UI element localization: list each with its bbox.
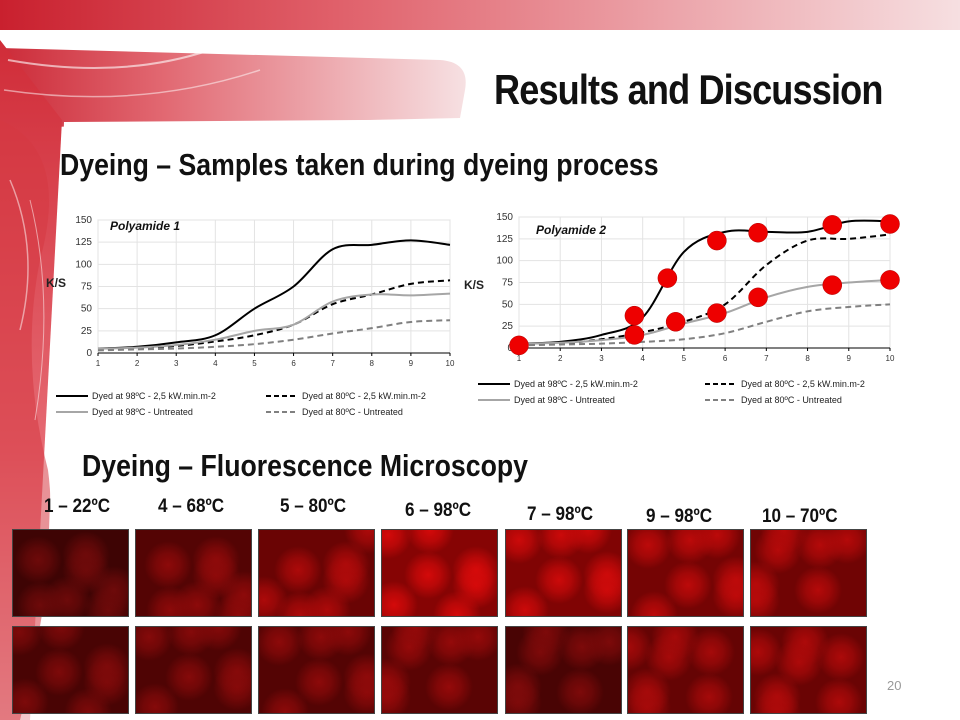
x-tick-label: 4 bbox=[213, 359, 218, 368]
sample-marker bbox=[707, 230, 727, 251]
sample-marker bbox=[880, 270, 900, 290]
y-tick-label: 75 bbox=[502, 278, 514, 289]
legend-entry: Dyed at 98ºC - 2,5 kW.min.m-2 bbox=[92, 391, 216, 401]
sample-marker bbox=[624, 325, 645, 345]
y-tick-label: 125 bbox=[75, 237, 92, 248]
microscopy-image bbox=[627, 529, 744, 617]
section-heading-dyeing: Dyeing – Samples taken during dyeing pro… bbox=[60, 147, 659, 182]
y-tick-label: 150 bbox=[496, 212, 513, 223]
series-line-3 bbox=[97, 292, 451, 350]
y-axis-label: K/S bbox=[46, 276, 66, 290]
microscopy-label: 7 – 98ºC bbox=[527, 504, 594, 525]
x-tick-label: 5 bbox=[682, 354, 687, 363]
y-tick-label: 25 bbox=[81, 326, 93, 337]
chart-annotation: Polyamide 1 bbox=[110, 219, 180, 233]
x-tick-label: 8 bbox=[805, 354, 810, 363]
sample-marker bbox=[822, 275, 843, 295]
y-tick-label: 50 bbox=[502, 299, 514, 310]
x-tick-label: 2 bbox=[558, 354, 563, 363]
chart-annotation: Polyamide 2 bbox=[536, 223, 606, 237]
legend-entry: Dyed at 98ºC - Untreated bbox=[514, 395, 615, 405]
y-tick-label: 100 bbox=[75, 259, 92, 270]
series-line-1 bbox=[97, 239, 451, 350]
legend-entry: Dyed at 80ºC - Untreated bbox=[741, 395, 842, 405]
microscopy-image bbox=[135, 626, 252, 714]
y-tick-label: 100 bbox=[496, 256, 513, 267]
x-tick-label: 6 bbox=[291, 359, 296, 368]
x-tick-label: 7 bbox=[764, 354, 769, 363]
x-tick-label: 10 bbox=[446, 359, 455, 368]
legend-entry: Dyed at 80ºC - Untreated bbox=[302, 407, 403, 417]
microscopy-label: 5 – 80ºC bbox=[280, 496, 347, 517]
microscopy-image bbox=[505, 529, 622, 617]
microscopy-label: 4 – 68ºC bbox=[158, 496, 225, 517]
legend-entry: Dyed at 98ºC - Untreated bbox=[92, 407, 193, 417]
x-tick-label: 4 bbox=[640, 354, 645, 363]
y-tick-label: 0 bbox=[86, 348, 92, 359]
x-tick-label: 2 bbox=[135, 359, 140, 368]
legend-entry: Dyed at 80ºC - 2,5 kW.min.m-2 bbox=[741, 379, 865, 389]
sample-marker bbox=[880, 214, 900, 234]
microscopy-image bbox=[12, 626, 129, 714]
y-axis-label: K/S bbox=[464, 278, 484, 292]
microscopy-image bbox=[750, 626, 867, 714]
series-line-2 bbox=[97, 279, 451, 350]
microscopy-image bbox=[258, 529, 375, 617]
microscopy-image bbox=[381, 529, 498, 617]
microscopy-image bbox=[627, 626, 744, 714]
page-number: 20 bbox=[887, 678, 902, 693]
sample-marker bbox=[509, 335, 529, 356]
microscopy-image bbox=[12, 529, 129, 617]
chart-polyamide-2: 025507510012515012345678910K/SPolyamide … bbox=[464, 212, 900, 405]
x-tick-label: 6 bbox=[723, 354, 728, 363]
y-tick-label: 50 bbox=[81, 304, 93, 315]
slide-title: Results and Discussion bbox=[494, 66, 883, 113]
y-tick-label: 125 bbox=[496, 234, 513, 245]
x-tick-label: 9 bbox=[409, 359, 414, 368]
series-line-4 bbox=[97, 319, 451, 352]
x-tick-label: 8 bbox=[370, 359, 375, 368]
microscopy-image bbox=[505, 626, 622, 714]
x-tick-label: 3 bbox=[174, 359, 179, 368]
x-tick-label: 5 bbox=[252, 359, 257, 368]
microscopy-label: 9 – 98ºC bbox=[646, 506, 713, 527]
x-tick-label: 1 bbox=[517, 354, 522, 363]
microscopy-label: 10 – 70ºC bbox=[762, 506, 838, 527]
x-tick-label: 10 bbox=[886, 354, 895, 363]
sample-marker bbox=[707, 303, 727, 323]
sample-marker bbox=[657, 268, 678, 288]
sample-marker bbox=[748, 222, 768, 243]
microscopy-image bbox=[258, 626, 375, 714]
sample-marker bbox=[665, 312, 686, 332]
sample-marker bbox=[748, 287, 768, 308]
x-tick-label: 1 bbox=[96, 359, 101, 368]
y-tick-label: 25 bbox=[502, 321, 514, 332]
y-tick-label: 75 bbox=[81, 282, 93, 293]
microscopy-image bbox=[750, 529, 867, 617]
microscopy-image bbox=[381, 626, 498, 714]
microscopy-label: 1 – 22ºC bbox=[44, 496, 111, 517]
series-line-4 bbox=[518, 303, 891, 347]
y-tick-label: 150 bbox=[75, 215, 92, 226]
x-tick-label: 7 bbox=[330, 359, 335, 368]
microscopy-label: 6 – 98ºC bbox=[405, 500, 472, 521]
legend-entry: Dyed at 98ºC - 2,5 kW.min.m-2 bbox=[514, 379, 638, 389]
sample-marker bbox=[624, 305, 645, 326]
x-tick-label: 9 bbox=[847, 354, 852, 363]
chart-polyamide-1: 0 25 50 75 100 125 150 1 2 3 4 5 6 7 8 9 10 K/S Polyamide … bbox=[46, 215, 455, 417]
section-heading-microscopy: Dyeing – Fluorescence Microscopy bbox=[82, 448, 528, 483]
legend-entry: Dyed at 80ºC - 2,5 kW.min.m-2 bbox=[302, 391, 426, 401]
x-tick-label: 3 bbox=[599, 354, 604, 363]
sample-marker bbox=[822, 215, 843, 235]
microscopy-image bbox=[135, 529, 252, 617]
